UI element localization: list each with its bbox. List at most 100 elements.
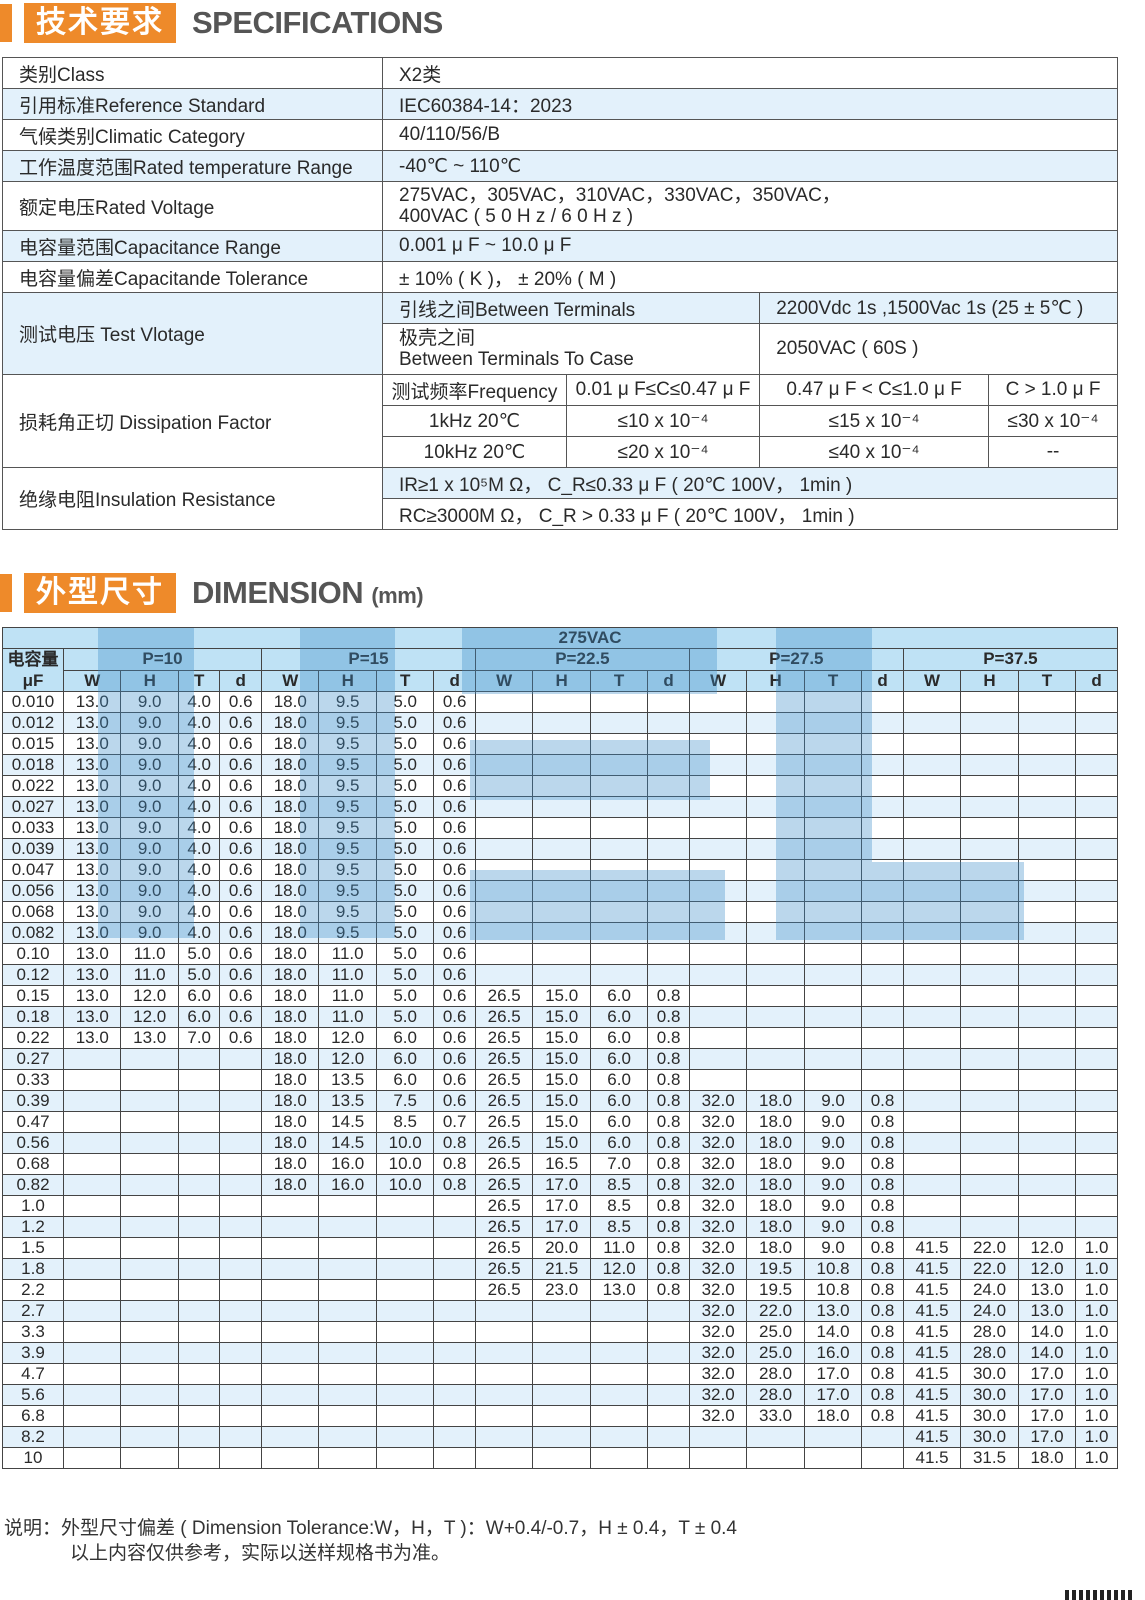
dimension-cell <box>803 1447 863 1469</box>
dimension-cell: 0.6 <box>433 922 476 944</box>
dimension-cell: 0.8 <box>861 1132 904 1154</box>
dimension-cell <box>120 1321 179 1343</box>
dimension-cell <box>647 1426 690 1448</box>
dimension-cell: 41.5 <box>902 1342 962 1364</box>
dimension-cell <box>647 943 690 965</box>
dimension-cell <box>1017 1048 1077 1070</box>
dimension-subheader: d <box>647 669 690 692</box>
dimension-cell <box>688 1069 748 1091</box>
dimension-cell: 22.0 <box>960 1237 1019 1259</box>
table-row: 0.68 18.0 16.0 10.0 0.8 26.5 16.5 7.0 0.8 32.0 18.… <box>2 1153 1118 1175</box>
capacitance-value: 0.047 <box>2 859 64 881</box>
dimension-cell <box>960 985 1019 1007</box>
dimension-subheader: T <box>375 669 435 692</box>
dimension-subheader: H <box>318 669 377 692</box>
dimension-cell <box>960 1216 1019 1238</box>
dimension-cell <box>960 775 1019 797</box>
dimension-cell: 17.0 <box>1017 1363 1077 1385</box>
dimension-cell <box>861 1006 904 1028</box>
dimension-cell <box>589 796 649 818</box>
dimension-cell <box>474 712 534 734</box>
dimension-cell: 1.0 <box>1075 1447 1118 1469</box>
dimension-cell <box>902 1195 962 1217</box>
dimension-cell: 5.0 <box>375 691 435 713</box>
dimension-cell: 18.0 <box>260 1069 320 1091</box>
dimension-cell <box>960 838 1019 860</box>
dimension-cell <box>589 1405 649 1427</box>
dimension-cell <box>62 1279 122 1301</box>
dimension-cell <box>647 1384 690 1406</box>
dimension-cell: 26.5 <box>474 1279 534 1301</box>
dimension-cell <box>960 754 1019 776</box>
dimension-cell: 1.0 <box>1075 1279 1118 1301</box>
dimension-cell <box>688 1027 748 1049</box>
dimension-cell: 11.0 <box>589 1237 649 1259</box>
table-row: 0.056 13.0 9.0 4.0 0.6 18.0 9.5 5.0 0.6 <box>2 880 1118 902</box>
dimension-cell: 6.0 <box>589 1006 649 1028</box>
dimension-cell: 4.0 <box>177 733 221 755</box>
capacitance-value: 10 <box>2 1447 64 1469</box>
dimension-cell: 0.6 <box>433 838 476 860</box>
table-row: 1.8 26.5 21.5 12.0 0.8 32.0 19.5 10.8 0.8 41.5 22.… <box>2 1258 1118 1280</box>
dimension-cell <box>474 901 534 923</box>
dimension-cell <box>803 1027 863 1049</box>
dimension-cell <box>688 775 748 797</box>
dimension-cell <box>62 1300 122 1322</box>
dimension-cell <box>960 1153 1019 1175</box>
dimension-cell <box>1075 691 1118 713</box>
dimension-cell: 28.0 <box>960 1321 1019 1343</box>
dimension-cell: 0.8 <box>861 1300 904 1322</box>
dimension-cell: 14.0 <box>1017 1321 1077 1343</box>
dimension-cell <box>647 1447 690 1469</box>
dimension-cell <box>177 1237 221 1259</box>
cell-line: 275VAC，305VAC，310VAC，330VAC，350VAC， <box>399 185 841 206</box>
table-row: 2.2 26.5 23.0 13.0 0.8 32.0 19.5 10.8 0.8 41.5 24.… <box>2 1279 1118 1301</box>
dimension-cell: 16.0 <box>803 1342 863 1364</box>
dimension-cell: 18.0 <box>260 712 320 734</box>
dimension-cell <box>318 1258 377 1280</box>
dissipation-cell: ≤20 x 10⁻⁴ <box>565 436 761 468</box>
dimension-cell <box>688 901 748 923</box>
dimension-cell <box>260 1300 320 1322</box>
dimension-cell <box>803 775 863 797</box>
dimension-cell <box>647 859 690 881</box>
dimension-cell: 13.0 <box>62 817 122 839</box>
dimension-cell <box>177 1195 221 1217</box>
dimension-cell: 41.5 <box>902 1405 962 1427</box>
dimension-cell <box>1075 1132 1118 1154</box>
dimension-cell: 0.6 <box>219 859 262 881</box>
dimension-cell <box>746 817 805 839</box>
dimension-cell <box>746 1069 805 1091</box>
dimension-cell: 10.8 <box>803 1279 863 1301</box>
dimension-cell <box>62 1342 122 1364</box>
table-row: 损耗角正切 Dissipation Factor 测试频率Frequency 0.0… <box>2 374 1118 468</box>
dimension-cell: 0.6 <box>433 964 476 986</box>
dimension-cell: 0.6 <box>219 922 262 944</box>
dimension-cell <box>120 1426 179 1448</box>
dimension-cell <box>1017 1111 1077 1133</box>
capacitance-value: 0.039 <box>2 838 64 860</box>
dimension-cell <box>177 1111 221 1133</box>
dimension-cell: 41.5 <box>902 1237 962 1259</box>
capacitance-value: 1.8 <box>2 1258 64 1280</box>
dimension-cell <box>688 880 748 902</box>
dimension-cell <box>746 691 805 713</box>
dimension-cell: 6.0 <box>589 1132 649 1154</box>
table-row: 6.8 32.0 33.0 18.0 0.8 41.5 30.0 17.0 1.0 <box>2 1405 1118 1427</box>
dimension-cell <box>219 1069 262 1091</box>
dimension-cell: 13.0 <box>62 733 122 755</box>
dimension-cell: 18.0 <box>260 859 320 881</box>
dimension-cell <box>1017 943 1077 965</box>
dimension-cell <box>532 964 591 986</box>
pitch-header: P=10 <box>63 648 262 671</box>
dimension-cell: 5.0 <box>375 775 435 797</box>
dimension-cell <box>589 712 649 734</box>
dimension-cell: 9.0 <box>120 796 179 818</box>
spec-value: ± 10% ( K )， ± 20% ( M ) <box>382 261 1118 293</box>
dimension-cell: 20.0 <box>532 1237 591 1259</box>
dimension-subheader: H <box>120 669 179 692</box>
dimension-cell: 6.0 <box>589 1027 649 1049</box>
dimension-cell: 0.8 <box>647 1090 690 1112</box>
dimension-cell: 17.0 <box>803 1363 863 1385</box>
dimension-cell: 9.5 <box>318 859 377 881</box>
